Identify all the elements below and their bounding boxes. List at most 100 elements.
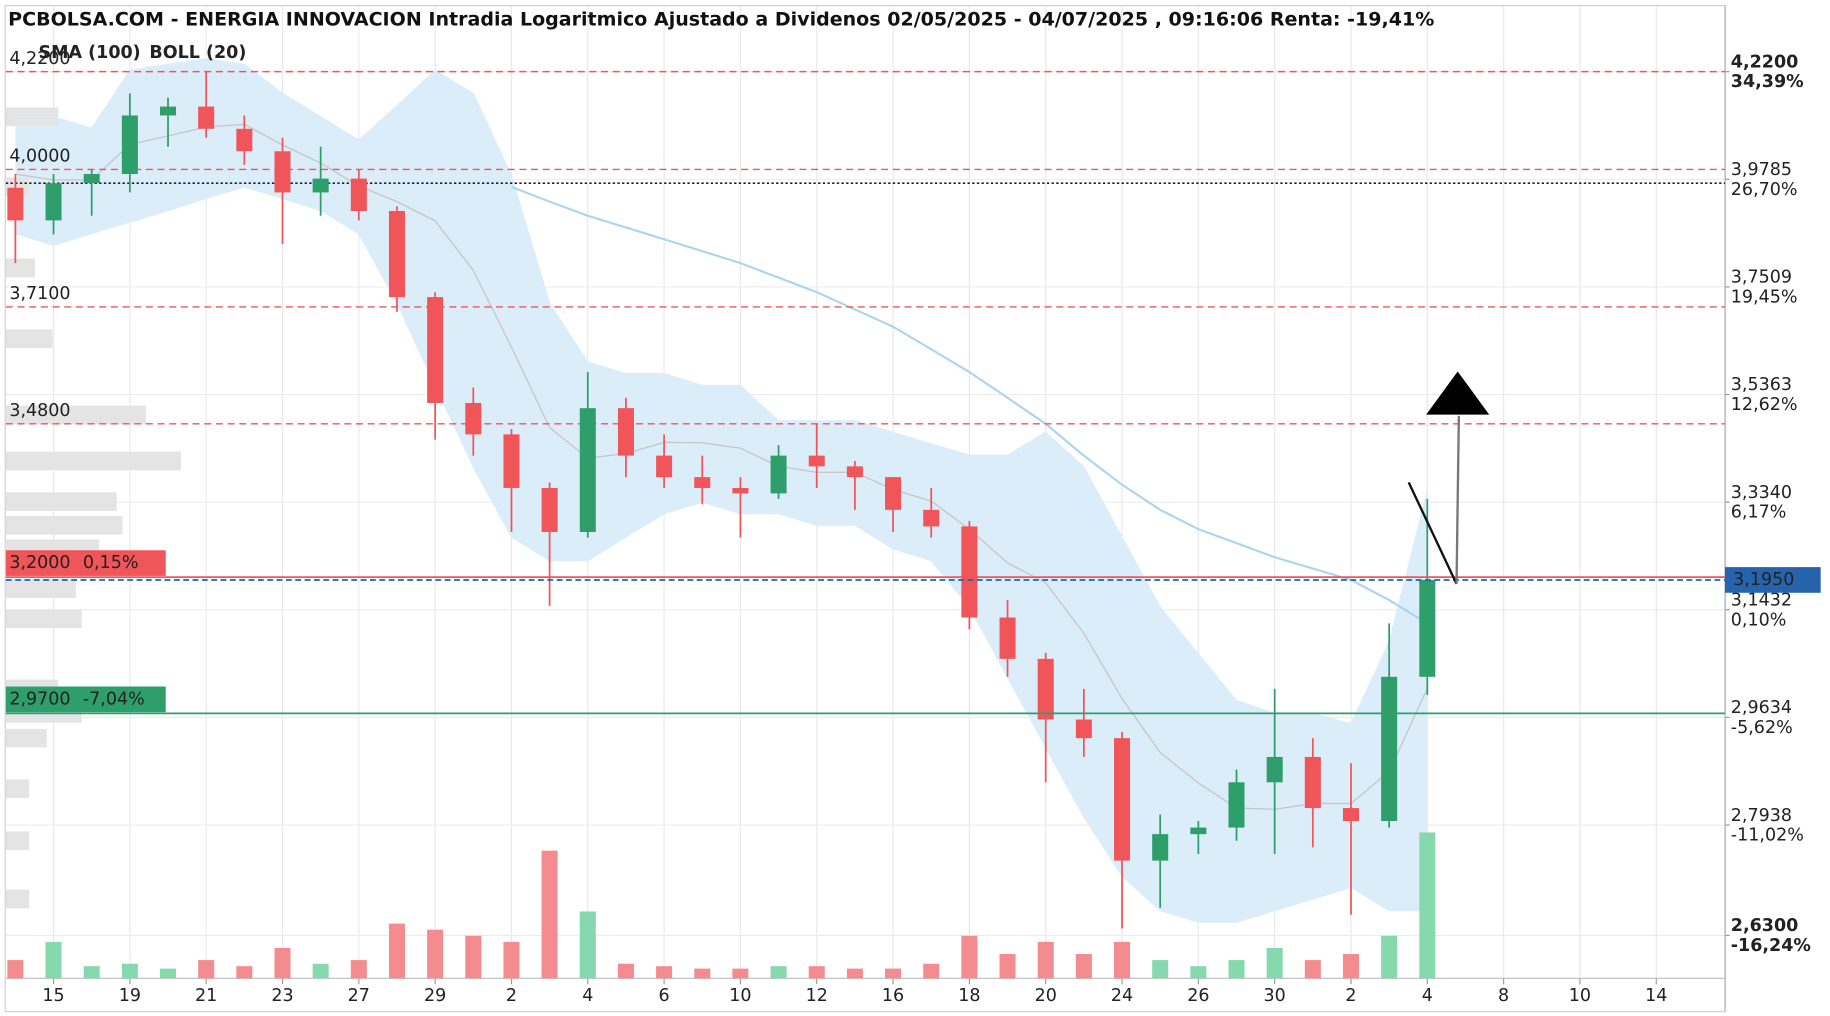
x-tick-label: 10	[729, 986, 751, 1006]
volume-bar	[121, 963, 138, 979]
candle-body	[274, 151, 291, 193]
x-tick-label: 2	[506, 986, 517, 1006]
x-tick-label: 19	[119, 986, 141, 1006]
x-tick-label: 14	[1645, 986, 1667, 1006]
volume-profile-bar	[5, 609, 82, 629]
y-tick-change: 0,10%	[1731, 610, 1787, 630]
candle-body	[1419, 579, 1436, 677]
arrow-line	[1407, 481, 1458, 585]
volume-bar	[617, 963, 634, 979]
volume-profile-bar	[5, 889, 30, 909]
x-tick-label: 4	[1422, 986, 1433, 1006]
volume-bar	[1075, 954, 1092, 979]
candle-body	[388, 211, 405, 298]
bollinger-fill	[15, 58, 1428, 923]
candle-body	[808, 455, 825, 467]
alert-price: 3,2000	[9, 553, 70, 573]
volume-profile-bar	[5, 579, 76, 598]
x-tick-label: 4	[582, 986, 593, 1006]
x-tick-label: 26	[1187, 986, 1209, 1006]
volume-bar	[999, 954, 1016, 979]
candle-body	[1304, 756, 1321, 809]
candle-body	[1037, 658, 1054, 720]
legend-entry: SMA (100)	[39, 43, 141, 63]
level-label: 3,7100	[9, 284, 70, 304]
candle-body	[846, 466, 863, 478]
volume-bar	[846, 968, 863, 979]
bollinger-lower	[15, 186, 1428, 923]
x-tick-label: 6	[659, 986, 670, 1006]
chart-title: PCBOLSA.COM - ENERGIA INNOVACION Intradi…	[8, 10, 1434, 31]
alert-change: -7,04%	[83, 689, 145, 709]
volume-bar	[1419, 832, 1436, 979]
candle-body	[350, 178, 367, 212]
volume-bar	[45, 941, 62, 979]
candle-body	[45, 183, 62, 221]
candle-body	[1266, 756, 1283, 783]
x-tick-label: 10	[1569, 986, 1591, 1006]
candle-body	[1190, 827, 1207, 835]
arrow-line	[1455, 415, 1461, 584]
volume-bar	[541, 850, 558, 979]
volume-profile-bar	[5, 515, 123, 535]
x-tick-label: 2	[1345, 986, 1356, 1006]
volume-bar	[427, 929, 444, 979]
candle-body	[236, 128, 253, 152]
x-tick-label: 15	[42, 986, 64, 1006]
y-tick-label: 3,1432	[1731, 590, 1792, 610]
volume-bar	[1228, 960, 1245, 979]
candle-body	[770, 455, 787, 494]
volume-profile-bar	[5, 405, 146, 425]
volume-bar	[503, 941, 520, 979]
candle-body	[160, 106, 177, 116]
alert-box	[5, 686, 166, 713]
bollinger-middle	[15, 123, 1428, 811]
y-tick-label: 3,7509	[1731, 268, 1792, 288]
candle-body	[885, 477, 902, 510]
volume-profile-bar	[5, 492, 117, 511]
y-tick-change: 26,70%	[1731, 180, 1798, 200]
volume-bar	[808, 966, 825, 979]
volume-bar	[923, 963, 940, 979]
volume-bar	[656, 966, 673, 979]
y-tick-change: -11,02%	[1731, 826, 1804, 846]
y-tick-change: 34,39%	[1731, 72, 1804, 92]
last-price-label: 3,1950	[1733, 570, 1794, 590]
candle-body	[541, 487, 558, 532]
volume-profile-bar	[5, 831, 30, 851]
y-tick-change: 19,45%	[1731, 287, 1798, 307]
candle-body	[1228, 782, 1245, 828]
x-tick-label: 16	[882, 986, 904, 1006]
candle-body	[121, 115, 138, 175]
level-label: 4,2200	[9, 49, 70, 69]
x-tick-label: 29	[424, 986, 446, 1006]
y-tick-change: -5,62%	[1731, 718, 1793, 738]
alert-price: 2,9700	[9, 689, 70, 709]
volume-bar	[1037, 941, 1054, 979]
drawn-arrow	[1407, 371, 1490, 585]
volume-bar	[694, 968, 711, 979]
volume-bar	[465, 935, 482, 979]
candle-body	[656, 455, 673, 478]
x-tick-label: 12	[806, 986, 828, 1006]
candle-body	[1342, 808, 1360, 822]
volume-profile-bar	[5, 728, 47, 748]
candle-body	[312, 178, 329, 193]
volume-profile-bar	[5, 329, 53, 349]
candle-body	[1075, 719, 1092, 739]
volume-bar	[312, 963, 329, 979]
candle-body	[198, 106, 215, 129]
volume-bar	[198, 960, 215, 979]
candle-body	[732, 487, 749, 494]
volume-bar	[160, 968, 177, 979]
volume-profile-bar	[5, 779, 30, 799]
x-tick-label: 27	[348, 986, 370, 1006]
volume-bar	[1342, 954, 1360, 979]
y-tick-label: 2,9634	[1731, 698, 1792, 718]
y-tick-change: -16,24%	[1731, 936, 1811, 956]
volume-profile-bar	[5, 451, 181, 471]
x-tick-label: 8	[1498, 986, 1509, 1006]
volume-bar	[274, 947, 291, 979]
volume-bar	[1381, 935, 1398, 979]
